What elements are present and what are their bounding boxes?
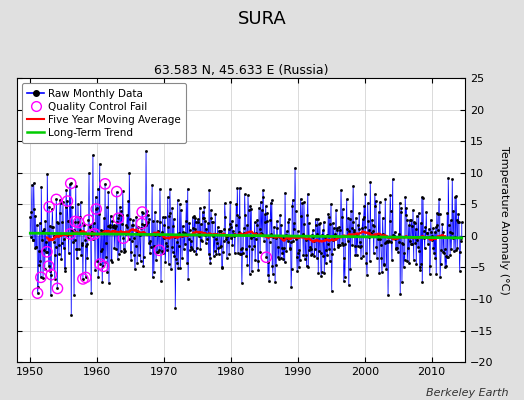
Quality Control Fail (86, 232, 95, 238)
Quality Control Fail (34, 290, 42, 296)
Quality Control Fail (66, 231, 74, 237)
Quality Control Fail (53, 285, 62, 292)
Five Year Moving Average (442, 234, 448, 239)
Raw Monthly Data (424, 230, 431, 235)
Five Year Moving Average (307, 236, 313, 241)
Long-Term Trend (458, 236, 465, 240)
Quality Control Fail (99, 263, 107, 270)
Quality Control Fail (45, 263, 53, 269)
Quality Control Fail (63, 198, 72, 204)
Quality Control Fail (137, 220, 146, 227)
Quality Control Fail (114, 215, 123, 222)
Five Year Moving Average (92, 232, 99, 236)
Quality Control Fail (90, 231, 99, 237)
Quality Control Fail (119, 235, 127, 241)
Five Year Moving Average (310, 240, 316, 244)
Quality Control Fail (67, 180, 75, 187)
Raw Monthly Data (68, 313, 74, 318)
Text: Berkeley Earth: Berkeley Earth (426, 388, 508, 398)
Legend: Raw Monthly Data, Quality Control Fail, Five Year Moving Average, Long-Term Tren: Raw Monthly Data, Quality Control Fail, … (22, 83, 186, 143)
Quality Control Fail (74, 219, 83, 226)
Five Year Moving Average (154, 230, 160, 235)
Line: Long-Term Trend: Long-Term Trend (30, 233, 462, 238)
Five Year Moving Average (130, 227, 136, 232)
Long-Term Trend (423, 235, 430, 240)
Long-Term Trend (432, 235, 438, 240)
Raw Monthly Data (429, 233, 435, 238)
Long-Term Trend (142, 232, 148, 237)
Line: Raw Monthly Data: Raw Monthly Data (29, 150, 463, 316)
Raw Monthly Data (143, 222, 149, 227)
Five Year Moving Average (133, 227, 139, 232)
Title: 63.583 N, 45.633 E (Russia): 63.583 N, 45.633 E (Russia) (154, 64, 328, 77)
Long-Term Trend (27, 231, 34, 236)
Long-Term Trend (132, 232, 138, 237)
Quality Control Fail (47, 272, 56, 278)
Quality Control Fail (82, 274, 90, 281)
Quality Control Fail (262, 254, 270, 260)
Quality Control Fail (43, 248, 51, 255)
Long-Term Trend (210, 233, 216, 238)
Five Year Moving Average (51, 236, 57, 241)
Quality Control Fail (84, 217, 93, 223)
Quality Control Fail (101, 181, 110, 187)
Quality Control Fail (79, 276, 87, 282)
Raw Monthly Data (211, 253, 217, 258)
Quality Control Fail (96, 261, 104, 267)
Raw Monthly Data (433, 271, 440, 276)
Quality Control Fail (45, 204, 53, 210)
Y-axis label: Temperature Anomaly (°C): Temperature Anomaly (°C) (499, 146, 509, 294)
Quality Control Fail (37, 274, 45, 280)
Line: Five Year Moving Average: Five Year Moving Average (47, 229, 445, 242)
Five Year Moving Average (44, 235, 50, 240)
Five Year Moving Average (294, 235, 301, 240)
Long-Term Trend (428, 235, 434, 240)
Raw Monthly Data (458, 220, 465, 225)
Raw Monthly Data (27, 215, 34, 220)
Quality Control Fail (138, 209, 146, 215)
Raw Monthly Data (133, 243, 139, 248)
Text: SURA: SURA (237, 10, 287, 28)
Quality Control Fail (71, 218, 79, 225)
Quality Control Fail (113, 188, 121, 195)
Quality Control Fail (52, 196, 61, 203)
Quality Control Fail (92, 206, 101, 212)
Quality Control Fail (155, 247, 163, 254)
Raw Monthly Data (143, 148, 149, 153)
